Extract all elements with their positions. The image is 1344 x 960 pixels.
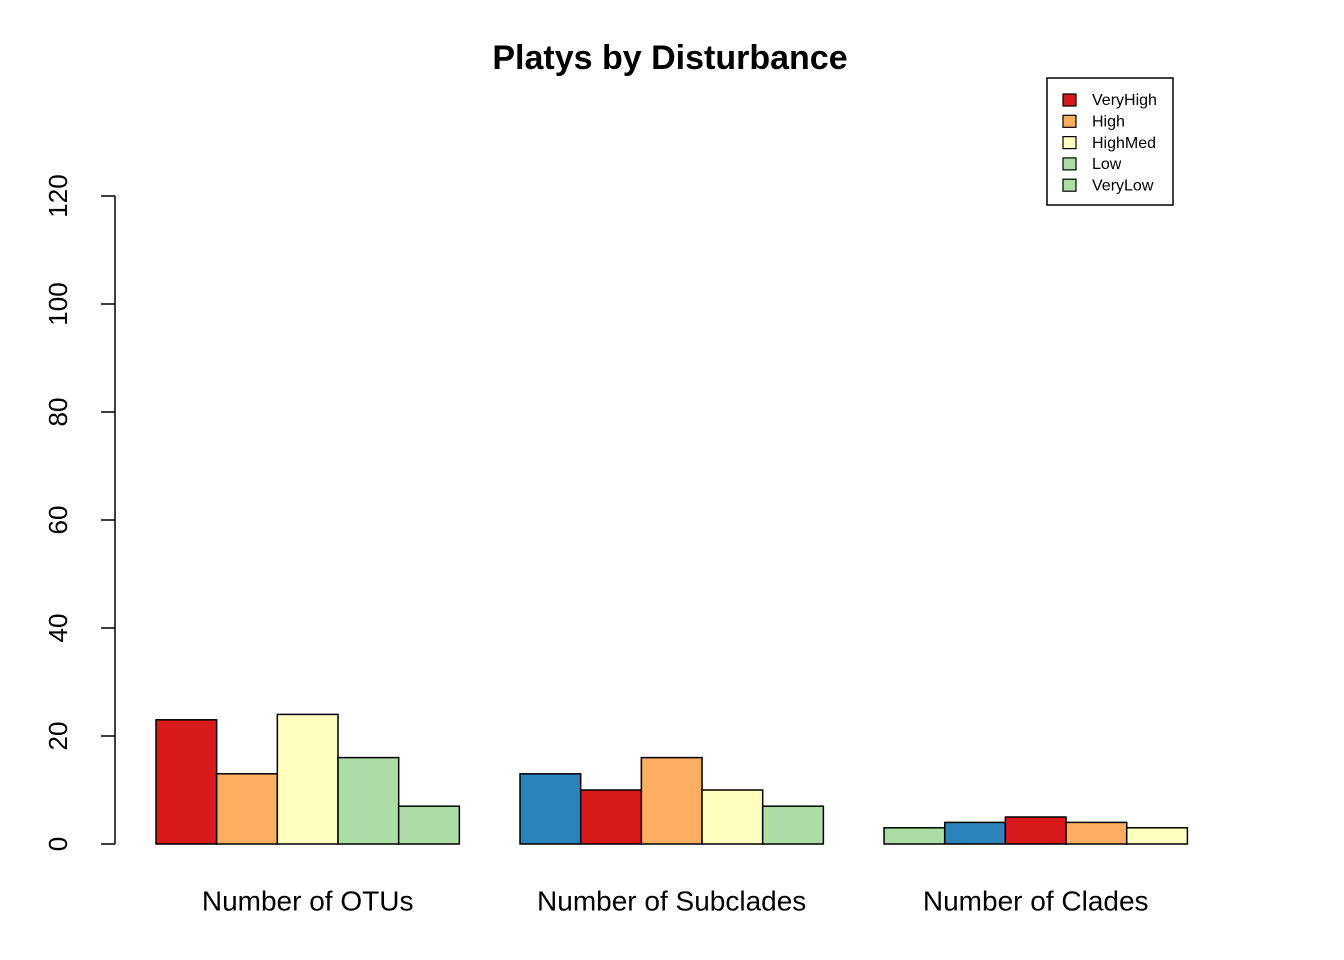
bar — [155, 719, 218, 845]
bar — [701, 789, 764, 845]
legend-swatch — [1062, 136, 1077, 150]
y-tick-label: 80 — [43, 398, 73, 427]
chart-title: Platys by Disturbance — [492, 39, 847, 77]
bar — [883, 827, 946, 845]
bar — [519, 773, 582, 845]
bar — [215, 773, 279, 845]
bar — [1004, 816, 1067, 845]
legend-swatch — [1062, 157, 1077, 171]
y-tick-label: 0 — [43, 837, 73, 851]
bar — [579, 789, 643, 845]
x-tick-label: Number of OTUs — [202, 885, 414, 916]
bar — [1125, 827, 1189, 845]
bar — [761, 805, 825, 845]
bar — [276, 713, 339, 845]
legend-label: VeryLow — [1092, 177, 1154, 194]
bar — [943, 821, 1007, 845]
legend-label: High — [1092, 114, 1125, 131]
x-tick-label: Number of Subclades — [537, 885, 806, 916]
y-tick-label: 120 — [43, 174, 73, 217]
legend-label: Low — [1092, 156, 1122, 173]
legend-label: HighMed — [1092, 135, 1156, 152]
legend-swatch — [1062, 93, 1077, 107]
y-tick-label: 20 — [43, 722, 73, 751]
legend-swatch — [1062, 178, 1077, 192]
bar — [337, 756, 400, 845]
bar — [1065, 821, 1128, 845]
y-tick-label: 40 — [43, 614, 73, 643]
legend-label: VeryHigh — [1092, 92, 1157, 109]
bar — [397, 805, 461, 845]
legend-swatch — [1062, 114, 1077, 128]
y-tick-label: 100 — [43, 282, 73, 325]
x-tick-label: Number of Clades — [923, 885, 1149, 916]
bar — [640, 756, 703, 845]
y-tick-label: 60 — [43, 506, 73, 535]
